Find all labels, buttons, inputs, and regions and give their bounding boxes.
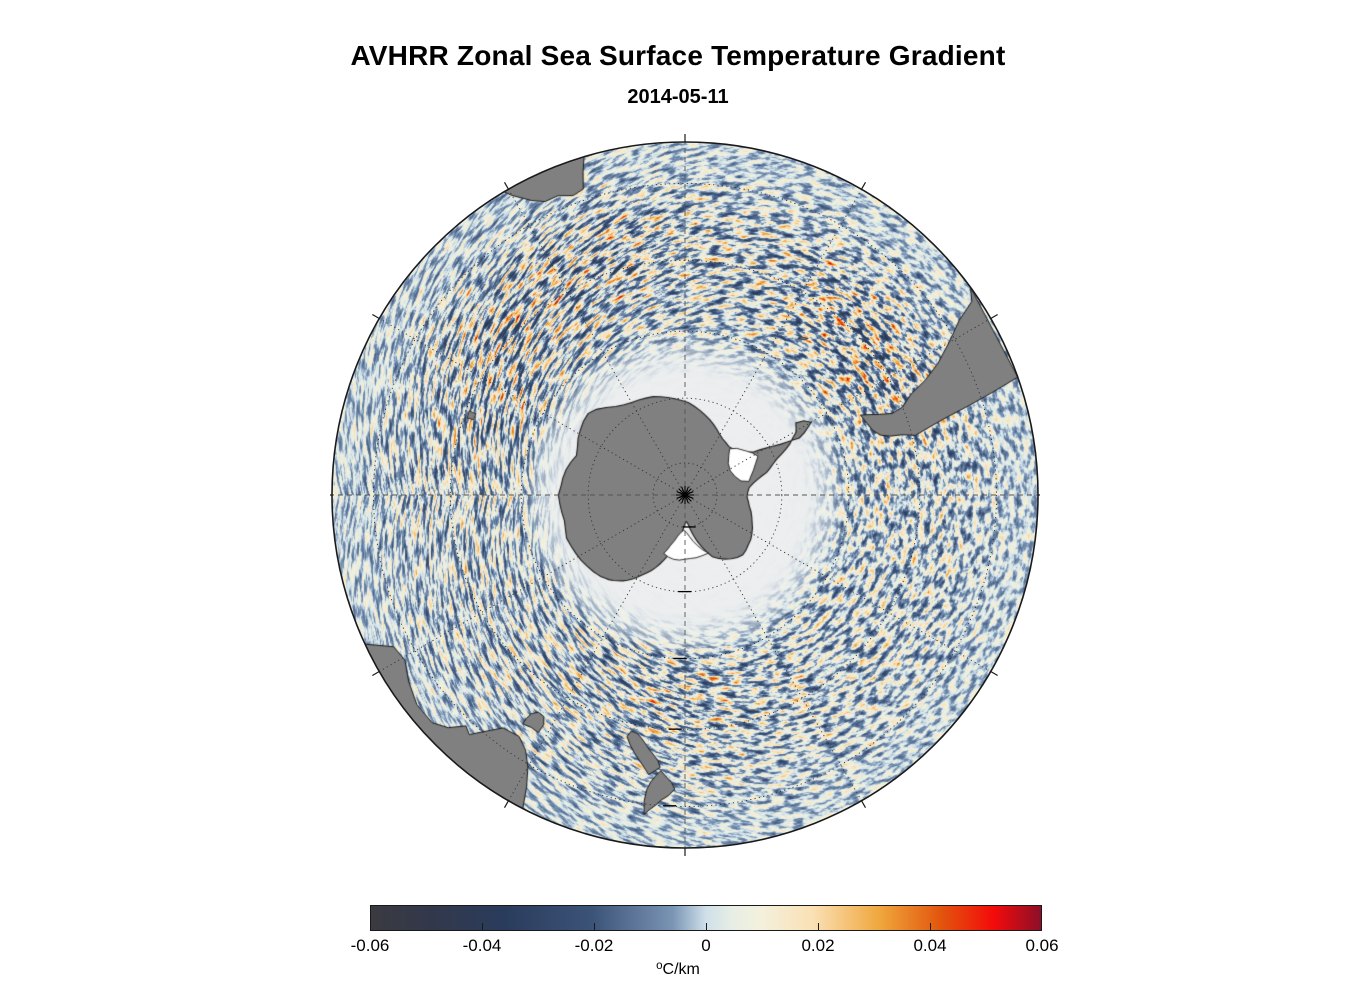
colorbar-tick (594, 923, 595, 931)
colorbar-tick-label: -0.04 (462, 936, 502, 955)
colorbar-tick-label: -0.02 (574, 936, 614, 955)
colorbar (370, 905, 1042, 931)
map-graticule-overlay (330, 134, 1040, 856)
colorbar-tick-label: -0.06 (350, 936, 390, 955)
colorbar-unit-label: oC/km (656, 960, 700, 978)
colorbar-tick (706, 923, 707, 931)
colorbar-tick (482, 923, 483, 931)
polar-map (330, 130, 1040, 860)
colorbar-tick-label: 0.06 (1025, 936, 1059, 955)
colorbar-tick (930, 923, 931, 931)
colorbar-tick-label: 0.02 (801, 936, 835, 955)
page-title: AVHRR Zonal Sea Surface Temperature Grad… (350, 40, 1006, 71)
colorbar-tick (818, 923, 819, 931)
colorbar-tick-label: 0.04 (913, 936, 947, 955)
figure-subtitle-date: 2014-05-11 (627, 86, 729, 108)
colorbar-tick-label: 0 (701, 936, 711, 955)
